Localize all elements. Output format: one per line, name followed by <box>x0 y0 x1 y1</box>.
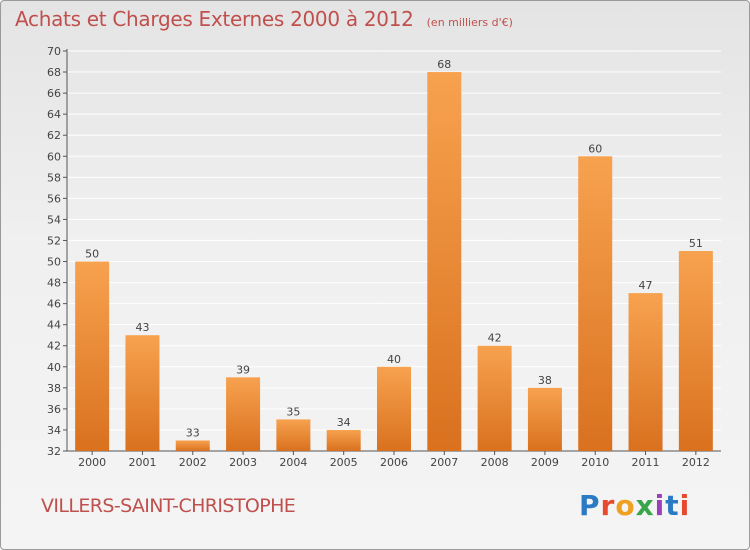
x-tick-label: 2012 <box>682 456 710 469</box>
logo-letter: r <box>600 489 616 522</box>
data-label: 34 <box>337 416 351 429</box>
x-tick-label: 2001 <box>128 456 156 469</box>
logo-letter: P <box>579 489 601 522</box>
data-label: 50 <box>85 248 99 261</box>
x-tick-label: 2009 <box>531 456 559 469</box>
data-label: 35 <box>286 405 300 418</box>
place-name: VILLERS-SAINT-CHRISTOPHE <box>41 495 296 517</box>
y-tick-label: 50 <box>47 256 61 269</box>
y-tick-label: 40 <box>47 361 61 374</box>
x-tick-label: 2004 <box>279 456 307 469</box>
bar <box>427 72 462 451</box>
bar <box>226 377 261 451</box>
y-tick-label: 36 <box>47 403 61 416</box>
y-tick-label: 68 <box>47 66 61 79</box>
y-tick-label: 70 <box>47 45 61 58</box>
data-label: 42 <box>488 332 502 345</box>
bar <box>326 429 361 451</box>
bar <box>578 156 613 451</box>
logo-letter: o <box>615 489 636 522</box>
y-tick-label: 38 <box>47 382 61 395</box>
data-label: 40 <box>387 353 401 366</box>
bar <box>678 251 713 451</box>
y-tick-label: 64 <box>47 108 61 121</box>
bar <box>175 440 210 451</box>
data-label: 39 <box>236 363 250 376</box>
title-row: Achats et Charges Externes 2000 à 2012 (… <box>15 7 513 31</box>
logo-letter: x <box>635 489 655 522</box>
y-tick-label: 42 <box>47 340 61 353</box>
logo-letter: i <box>654 489 666 522</box>
bar <box>477 345 512 451</box>
x-tick-label: 2010 <box>581 456 609 469</box>
bar <box>377 366 411 451</box>
y-tick-label: 46 <box>47 298 61 311</box>
x-tick-label: 2008 <box>481 456 509 469</box>
x-tick-label: 2007 <box>430 456 458 469</box>
data-label: 43 <box>135 321 149 334</box>
chart-unit: (en milliers d'€) <box>426 16 513 29</box>
y-tick-label: 44 <box>47 319 61 332</box>
y-tick-label: 34 <box>47 424 61 437</box>
y-tick-label: 52 <box>47 234 61 247</box>
y-tick-label: 56 <box>47 192 61 205</box>
y-tick-label: 58 <box>47 171 61 184</box>
x-tick-label: 2005 <box>330 456 358 469</box>
data-label: 51 <box>689 237 703 250</box>
y-tick-label: 60 <box>47 150 61 163</box>
proxiti-logo[interactable]: Proxiti <box>579 489 690 522</box>
bar <box>527 387 562 451</box>
bar <box>628 293 663 451</box>
y-tick-label: 62 <box>47 129 61 142</box>
data-label: 60 <box>588 142 602 155</box>
y-tick-label: 66 <box>47 87 61 100</box>
y-tick-label: 48 <box>47 277 61 290</box>
chart-title: Achats et Charges Externes 2000 à 2012 <box>15 7 414 31</box>
bar <box>125 335 160 451</box>
data-label: 33 <box>186 426 200 439</box>
x-tick-label: 2006 <box>380 456 408 469</box>
logo-letter: i <box>679 489 691 522</box>
y-tick-label: 32 <box>47 445 61 458</box>
bar <box>276 419 311 451</box>
x-tick-label: 2000 <box>78 456 106 469</box>
x-tick-label: 2011 <box>632 456 660 469</box>
bar <box>75 261 110 451</box>
data-label: 68 <box>437 58 451 71</box>
x-tick-label: 2002 <box>179 456 207 469</box>
data-label: 47 <box>639 279 653 292</box>
x-tick-label: 2003 <box>229 456 257 469</box>
logo-letter: t <box>665 489 680 522</box>
y-tick-label: 54 <box>47 213 61 226</box>
data-label: 38 <box>538 374 552 387</box>
